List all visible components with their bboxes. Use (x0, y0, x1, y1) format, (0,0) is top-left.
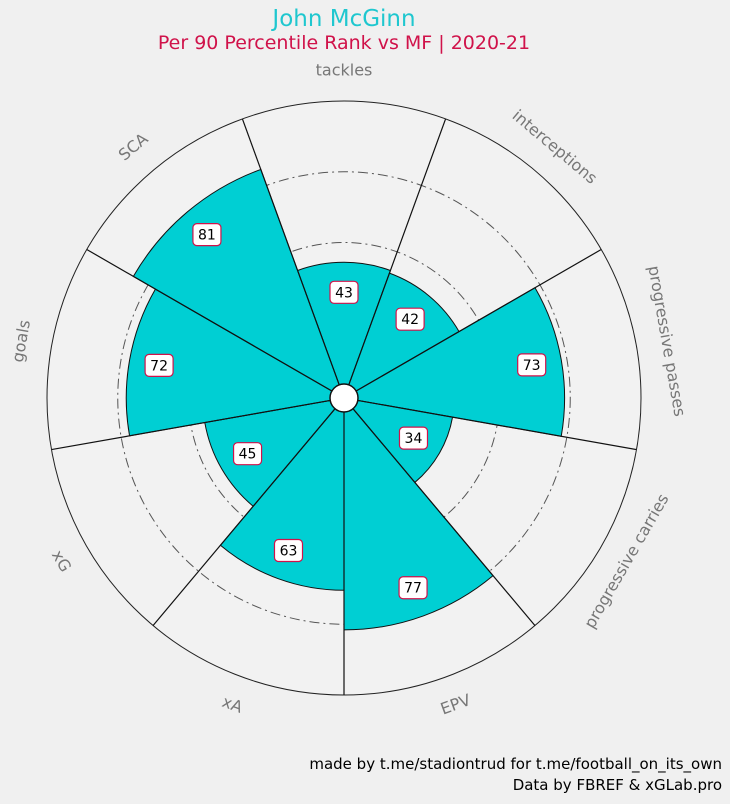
sector-divider (51, 399, 331, 451)
value-badge-box (398, 576, 428, 600)
category-label-epv: EPV (438, 690, 473, 718)
category-label-sca: SCA (115, 129, 152, 164)
credit-line-1: made by t.me/stadiontrud for t.me/footba… (309, 755, 722, 773)
category-label-tackles: tackles (316, 61, 373, 80)
value-badge-tackles: 43 (329, 280, 359, 304)
value-label: 63 (280, 544, 298, 560)
value-badge-box (144, 353, 174, 377)
value-badge-box (192, 223, 222, 247)
value-badge-interceptions: 42 (395, 307, 425, 331)
value-badge-epv: 77 (398, 576, 428, 600)
category-label-xa: xA (220, 692, 246, 717)
chart-subtitle: Per 90 Percentile Rank vs MF | 2020-21 (157, 32, 531, 54)
wedge-xg (204, 397, 346, 507)
value-badge-box (232, 442, 263, 466)
category-label-progressive-passes: progressive passes (644, 264, 689, 418)
value-badge-goals: 72 (144, 353, 174, 377)
value-badge-box (329, 280, 359, 304)
value-badge-box (517, 353, 547, 377)
value-badge-progressive-passes: 73 (517, 353, 547, 377)
value-badge-box (273, 538, 304, 563)
value-label: 43 (335, 285, 353, 301)
wedge-goals (125, 288, 346, 437)
sector-divider (241, 118, 340, 386)
wedge-sca (132, 168, 345, 400)
value-label: 73 (523, 358, 541, 374)
wedge-epv (343, 396, 494, 631)
value-badge-box (395, 307, 425, 331)
value-label: 42 (401, 312, 419, 328)
sector-divider (348, 118, 447, 386)
wedge-tackles (296, 261, 392, 400)
wedge-interceptions (343, 272, 460, 400)
category-label-goals: goals (8, 318, 34, 363)
sector-divider (357, 399, 637, 451)
sector-divider (355, 248, 602, 392)
category-label-xg: xG (48, 547, 75, 575)
value-badge-xg: 45 (232, 442, 263, 466)
sector-divider (152, 408, 336, 626)
center-hole (329, 383, 359, 413)
wedge-progressive-passes (342, 287, 566, 437)
value-label: 81 (198, 228, 216, 244)
value-label: 77 (404, 581, 422, 597)
value-label: 72 (150, 358, 168, 374)
wedge-progressive-carries (342, 397, 454, 484)
value-label: 34 (405, 431, 423, 447)
sector-divider (86, 248, 333, 392)
wedge-xa (219, 396, 345, 591)
value-badge-box (398, 426, 429, 450)
value-badge-sca: 81 (192, 223, 222, 247)
credit-line-2: Data by FBREF & xGLab.pro (512, 776, 722, 794)
sector-divider (352, 408, 536, 626)
chart-title: John McGinn (272, 6, 416, 32)
value-badge-progressive-carries: 34 (398, 426, 429, 450)
value-label: 45 (239, 447, 257, 463)
value-badge-xa: 63 (273, 538, 304, 563)
